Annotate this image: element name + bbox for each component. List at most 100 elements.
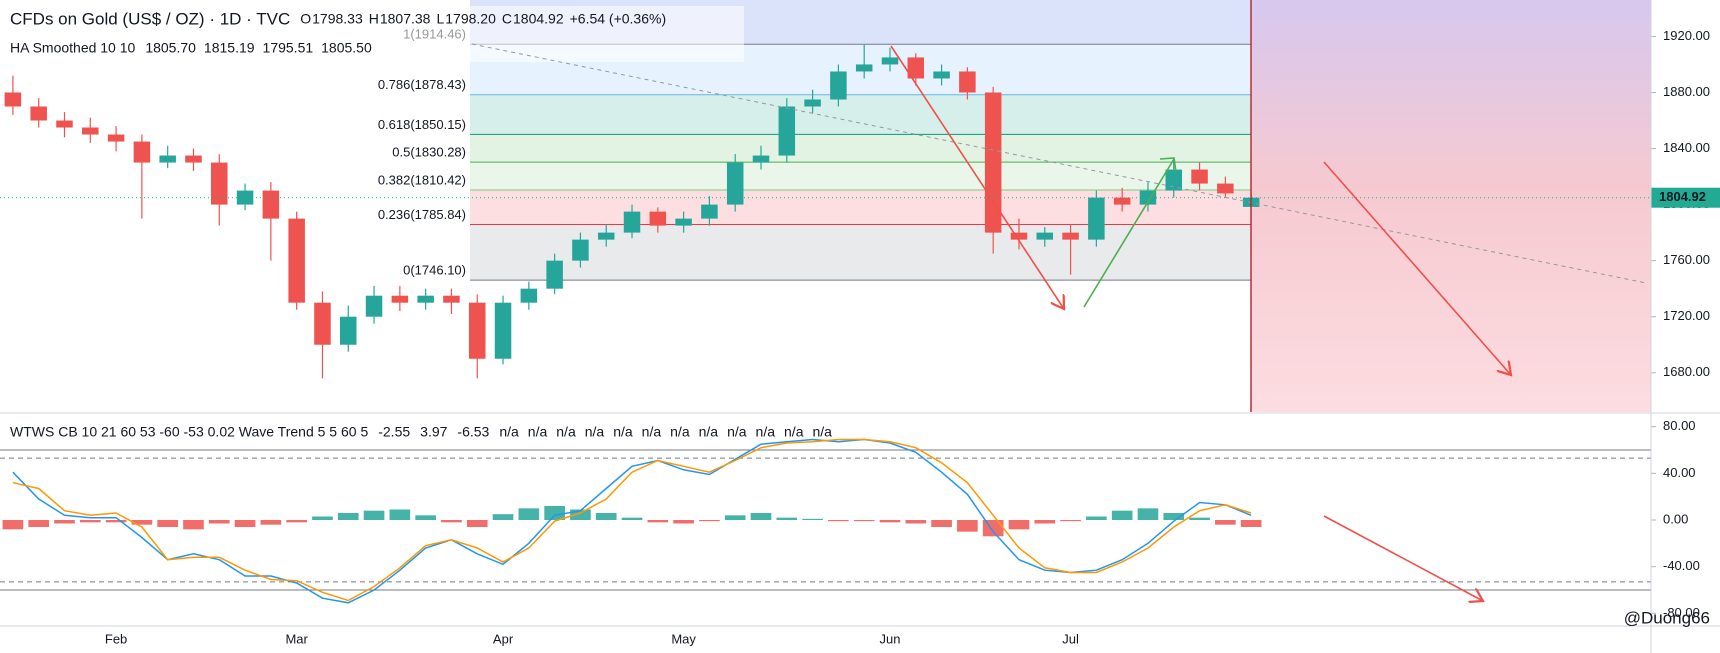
candle-body: [159, 155, 176, 163]
histogram-bar: [183, 520, 204, 530]
ohlc-value: 1804.92: [513, 11, 564, 27]
ohlc-value: +6.54 (+0.36%): [570, 11, 667, 27]
candle-body: [959, 71, 976, 93]
candle-body: [82, 127, 99, 135]
y-tick-label: -80.00: [1663, 605, 1700, 620]
candle-body: [726, 162, 744, 205]
x-tick-label: Mar: [285, 631, 308, 646]
histogram-bar: [518, 508, 540, 520]
fib-band: [470, 94, 1251, 135]
plot: 1(1914.46)0.786(1878.43)0.618(1850.15)0.…: [0, 6, 1720, 646]
na-label: n/a: [556, 424, 576, 440]
candle-body: [752, 155, 770, 163]
candle-body: [468, 302, 486, 359]
histogram-bar: [389, 509, 411, 520]
candle-body: [675, 218, 692, 226]
ohlc-key: L: [436, 11, 444, 27]
histogram-bar: [234, 520, 256, 527]
candle-body: [1217, 183, 1234, 194]
histogram-bar: [208, 520, 230, 524]
histogram-bar: [750, 513, 772, 520]
histogram-bar: [724, 515, 746, 520]
wave-line: [12, 438, 1252, 602]
histogram-bar: [776, 517, 798, 520]
candle-body: [30, 106, 47, 121]
candle-body: [4, 92, 22, 107]
candle-body: [314, 302, 331, 345]
candle-body: [778, 106, 796, 156]
candle-body: [417, 295, 434, 303]
candle-body: [933, 71, 950, 79]
histogram-bar: [1008, 520, 1030, 530]
x-tick-label: Jul: [1062, 631, 1079, 646]
histogram-bar: [673, 520, 694, 524]
candle-body: [984, 92, 1002, 233]
arrow: [1323, 161, 1511, 375]
na-label: n/a: [499, 424, 519, 440]
histogram-bar: [260, 520, 282, 525]
ohlc-key: H: [369, 11, 379, 27]
na-label: n/a: [812, 424, 832, 440]
candle-body: [1010, 232, 1028, 240]
histogram-bar: [1240, 520, 1262, 527]
fib-label: 0(1746.10): [403, 263, 466, 278]
y-tick-label: 80.00: [1663, 418, 1696, 433]
candle-body: [391, 295, 409, 303]
marker: [1159, 157, 1177, 173]
na-label: n/a: [699, 424, 719, 440]
candle-body: [597, 232, 615, 240]
histogram-bar: [54, 520, 75, 524]
candle-body: [649, 211, 667, 226]
candle-body: [907, 57, 925, 79]
candle-body: [185, 155, 202, 163]
histogram-bar: [286, 520, 307, 523]
candle-body: [340, 316, 357, 345]
candle-body: [1036, 232, 1054, 240]
candle-body: [572, 239, 589, 261]
na-label: n/a: [784, 424, 804, 440]
fib-label: 0.236(1785.84): [378, 207, 466, 222]
indicator-name: HA Smoothed 10 10: [10, 40, 136, 56]
arrow: [1323, 515, 1483, 601]
histogram-bar: [957, 520, 978, 532]
x-tick-label: Feb: [105, 631, 127, 646]
candle-body: [288, 218, 305, 303]
y-tick-label: 1840.00: [1663, 140, 1710, 155]
na-label: n/a: [642, 424, 662, 440]
wave-line: [12, 438, 1252, 604]
candle-body: [56, 120, 73, 128]
candle-body: [107, 134, 125, 142]
candle-body: [211, 162, 228, 205]
indicator-value: 1805.50: [321, 40, 372, 56]
histogram-bar: [105, 520, 127, 523]
candle-body: [546, 260, 563, 289]
future-zone: [1251, 0, 1651, 412]
candle-body: [1088, 197, 1105, 240]
ohlc-key: C: [502, 11, 512, 27]
histogram-bar: [1111, 510, 1133, 520]
candle-body: [881, 57, 899, 65]
candle-body: [494, 302, 512, 359]
candle-body: [701, 204, 718, 219]
histogram-bar: [828, 520, 849, 522]
histogram-bar: [312, 516, 333, 520]
x-tick-label: Apr: [493, 631, 514, 646]
histogram-bar: [1034, 520, 1056, 524]
indicator-value: 1815.19: [204, 40, 255, 56]
histogram-bar: [931, 520, 952, 527]
histogram-bar: [2, 520, 24, 530]
fib-label: 0.786(1878.43): [378, 77, 466, 92]
chart-title: CFDs on Gold (US$ / OZ) · 1D · TVC: [10, 9, 290, 28]
histogram-bar: [337, 513, 359, 520]
histogram-bar: [1137, 508, 1159, 520]
histogram-bar: [1086, 516, 1107, 520]
y-tick-label: 1880.00: [1663, 84, 1710, 99]
histogram-bar: [699, 520, 720, 522]
last-price-label: 1804.92: [1659, 189, 1706, 204]
x-tick-label: May: [671, 631, 696, 646]
x-tick-label: Jun: [880, 631, 901, 646]
na-label: n/a: [585, 424, 605, 440]
histogram-bar: [466, 520, 488, 527]
